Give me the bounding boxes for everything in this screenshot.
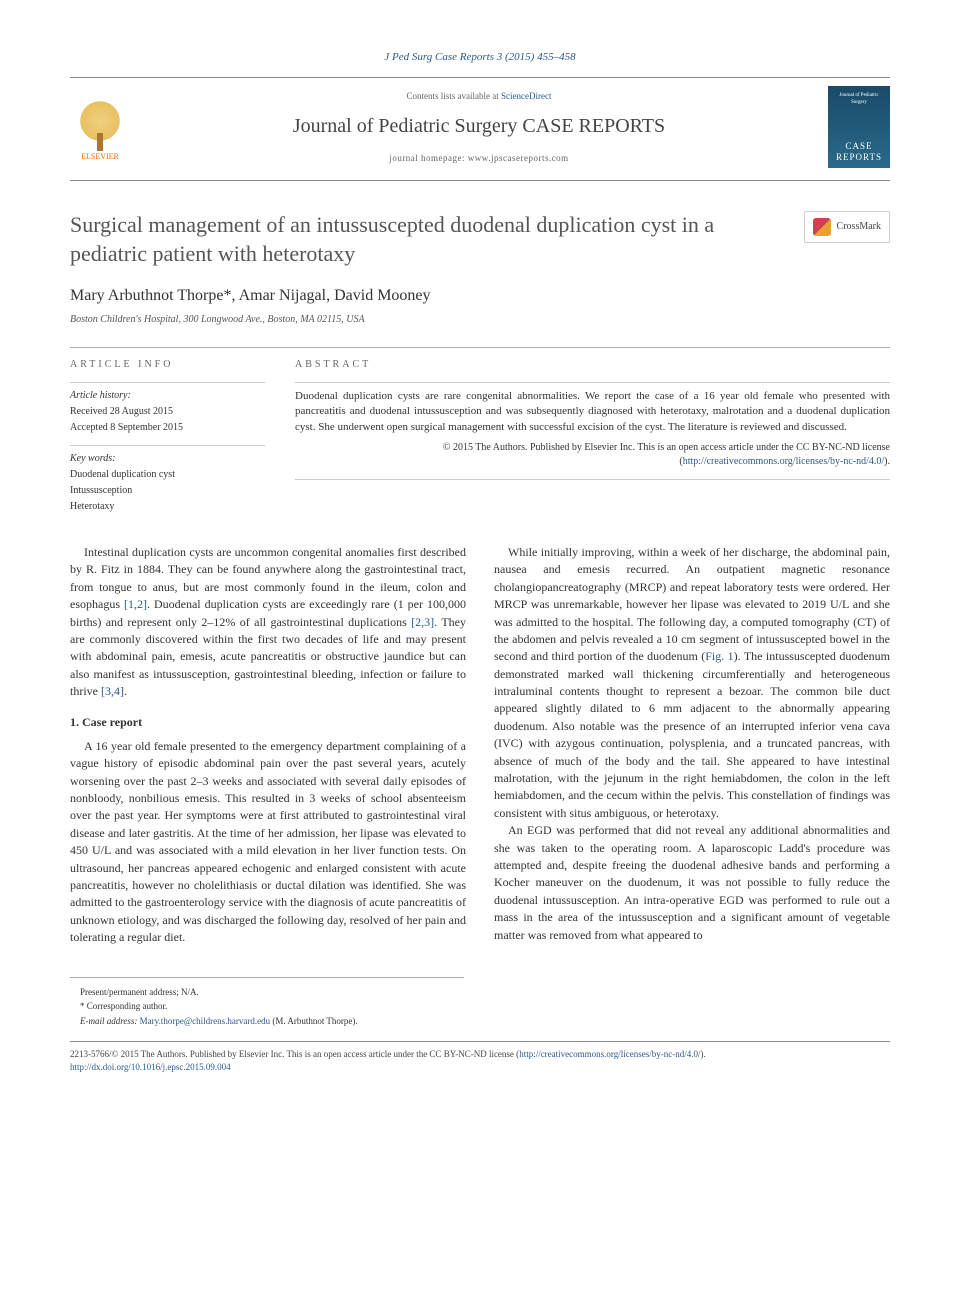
- title-row: Surgical management of an intussuscepted…: [70, 211, 890, 268]
- footnotes: Present/permanent address; N/A. * Corres…: [70, 977, 464, 1028]
- abstract-bottom-divider: [295, 479, 890, 480]
- license-link[interactable]: http://creativecommons.org/licenses/by-n…: [683, 456, 884, 467]
- intro-text: .: [124, 684, 127, 698]
- elsevier-tree-icon: [75, 101, 125, 151]
- article-body: Intestinal duplication cysts are uncommo…: [70, 544, 890, 947]
- journal-name: Journal of Pediatric Surgery CASE REPORT…: [146, 112, 812, 140]
- cover-case-reports: CASE REPORTS: [832, 141, 886, 163]
- header-center: Contents lists available at ScienceDirec…: [146, 90, 812, 165]
- citation[interactable]: [3,4]: [101, 684, 124, 698]
- figure-ref[interactable]: Fig. 1: [705, 649, 733, 663]
- contents-available-line: Contents lists available at ScienceDirec…: [146, 90, 812, 103]
- info-divider: [70, 445, 265, 446]
- info-abstract-row: ARTICLE INFO Article history: Received 2…: [70, 358, 890, 514]
- email-line: E-mail address: Mary.thorpe@childrens.ha…: [70, 1015, 464, 1028]
- contents-pre: Contents lists available at: [407, 91, 501, 101]
- elsevier-logo: ELSEVIER: [70, 92, 130, 162]
- article-info: ARTICLE INFO Article history: Received 2…: [70, 358, 265, 514]
- crossmark-badge[interactable]: CrossMark: [804, 211, 890, 243]
- sciencedirect-link[interactable]: ScienceDirect: [501, 91, 551, 101]
- article-info-heading: ARTICLE INFO: [70, 358, 265, 372]
- copyright-line: © 2015 The Authors. Published by Elsevie…: [295, 441, 890, 469]
- body-text: ). The intussuscepted duodenum demonstra…: [494, 649, 890, 820]
- affiliation: Boston Children's Hospital, 300 Longwood…: [70, 313, 890, 327]
- license-close: ).: [884, 456, 890, 467]
- footer-copyright: 2213-5766/© 2015 The Authors. Published …: [70, 1048, 890, 1061]
- present-address: Present/permanent address; N/A.: [70, 986, 464, 999]
- accepted-date: Accepted 8 September 2015: [70, 421, 265, 435]
- info-divider: [70, 382, 265, 383]
- footer-license-link[interactable]: http://creativecommons.org/licenses/by-n…: [519, 1049, 700, 1059]
- publisher-name: ELSEVIER: [81, 151, 119, 162]
- email-link[interactable]: Mary.thorpe@childrens.harvard.edu: [140, 1016, 270, 1026]
- keyword: Duodenal duplication cyst: [70, 468, 265, 482]
- body-paragraph: An EGD was performed that did not reveal…: [494, 822, 890, 944]
- abstract-text: Duodenal duplication cysts are rare cong…: [295, 389, 890, 435]
- abstract-divider: [295, 382, 890, 383]
- received-date: Received 28 August 2015: [70, 405, 265, 419]
- abstract: ABSTRACT Duodenal duplication cysts are …: [295, 358, 890, 514]
- article-title: Surgical management of an intussuscepted…: [70, 211, 784, 268]
- divider: [70, 347, 890, 348]
- journal-header: ELSEVIER Contents lists available at Sci…: [70, 77, 890, 181]
- keywords-label: Key words:: [70, 452, 265, 466]
- journal-cover-thumbnail: Journal of Pediatric Surgery CASE REPORT…: [828, 86, 890, 168]
- email-label: E-mail address:: [80, 1016, 140, 1026]
- journal-reference: J Ped Surg Case Reports 3 (2015) 455–458: [70, 50, 890, 65]
- citation[interactable]: [2,3]: [411, 615, 434, 629]
- section-heading: 1. Case report: [70, 714, 466, 731]
- footer-text: 2213-5766/© 2015 The Authors. Published …: [70, 1049, 519, 1059]
- keyword: Heterotaxy: [70, 500, 265, 514]
- homepage-url[interactable]: www.jpscasereports.com: [468, 153, 569, 163]
- email-suffix: (M. Arbuthnot Thorpe).: [270, 1016, 358, 1026]
- citation[interactable]: [1,2]: [124, 597, 147, 611]
- cover-title: Journal of Pediatric Surgery: [832, 92, 886, 106]
- intro-paragraph: Intestinal duplication cysts are uncommo…: [70, 544, 466, 701]
- body-paragraph: While initially improving, within a week…: [494, 544, 890, 822]
- footer-bar: 2213-5766/© 2015 The Authors. Published …: [70, 1041, 890, 1073]
- keyword: Intussusception: [70, 484, 265, 498]
- corresponding-author: * Corresponding author.: [70, 1000, 464, 1013]
- abstract-heading: ABSTRACT: [295, 358, 890, 372]
- crossmark-label: CrossMark: [837, 220, 881, 234]
- history-label: Article history:: [70, 389, 265, 403]
- footer-text: ).: [700, 1049, 705, 1059]
- page: J Ped Surg Case Reports 3 (2015) 455–458…: [0, 0, 960, 1124]
- authors: Mary Arbuthnot Thorpe*, Amar Nijagal, Da…: [70, 285, 890, 307]
- homepage-line: journal homepage: www.jpscasereports.com: [146, 152, 812, 165]
- body-paragraph: A 16 year old female presented to the em…: [70, 738, 466, 947]
- crossmark-icon: [813, 218, 831, 236]
- body-text: While initially improving, within a week…: [494, 545, 890, 663]
- doi-link[interactable]: http://dx.doi.org/10.1016/j.epsc.2015.09…: [70, 1061, 890, 1074]
- homepage-pre: journal homepage:: [389, 153, 467, 163]
